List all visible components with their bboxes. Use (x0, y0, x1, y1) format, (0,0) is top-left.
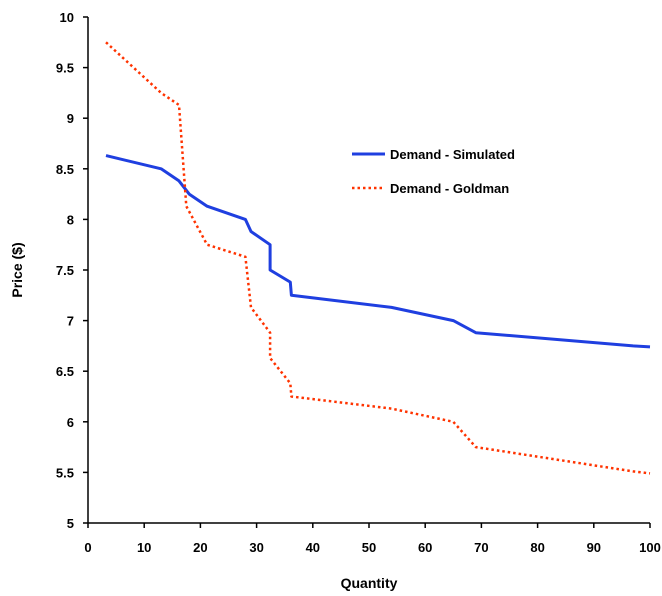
x-tick-label: 10 (137, 540, 151, 555)
legend-label: Demand - Simulated (390, 147, 515, 162)
x-tick-label: 30 (249, 540, 263, 555)
x-tick-label: 50 (362, 540, 376, 555)
x-tick-label: 70 (474, 540, 488, 555)
series-line-goldman (105, 41, 651, 475)
y-tick-label: 10 (60, 10, 74, 25)
y-tick-label: 6.5 (56, 364, 74, 379)
y-tick-label: 7 (67, 314, 74, 329)
x-tick-label: 0 (84, 540, 91, 555)
y-axis-title: Price ($) (9, 242, 25, 297)
legend: Demand - Simulated Demand - Goldman (352, 147, 515, 196)
legend-label: Demand - Goldman (390, 181, 509, 196)
y-tick-label: 9 (67, 111, 74, 126)
y-tick-label: 8 (67, 212, 74, 227)
x-tick-label: 80 (530, 540, 544, 555)
y-tick-label: 8.5 (56, 162, 74, 177)
x-tick-label: 60 (418, 540, 432, 555)
y-tick-label: 5.5 (56, 465, 74, 480)
x-axis-title: Quantity (341, 575, 398, 591)
y-tick-label: 5 (67, 516, 74, 531)
series-line-simulated (105, 154, 651, 349)
x-tick-label: 100 (639, 540, 661, 555)
x-tick-label: 90 (587, 540, 601, 555)
x-tick-label: 40 (306, 540, 320, 555)
y-tick-label: 7.5 (56, 263, 74, 278)
y-tick-label: 9.5 (56, 61, 74, 76)
x-tick-label: 20 (193, 540, 207, 555)
y-tick-label: 6 (67, 415, 74, 430)
